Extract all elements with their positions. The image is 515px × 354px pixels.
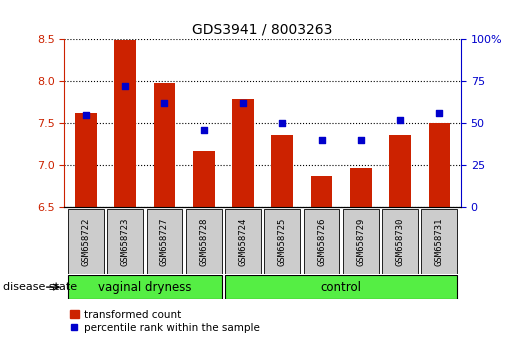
Text: disease state: disease state: [3, 282, 77, 292]
Point: [200, 127, 208, 133]
Bar: [225, 275, 457, 299]
Bar: [147, 209, 182, 274]
Bar: [264, 209, 300, 274]
Title: GDS3941 / 8003263: GDS3941 / 8003263: [193, 22, 333, 36]
Point: [82, 112, 90, 118]
Text: GSM658723: GSM658723: [121, 217, 130, 266]
Bar: [153, 84, 175, 207]
Bar: [225, 209, 261, 274]
Bar: [421, 209, 457, 274]
Legend: transformed count, percentile rank within the sample: transformed count, percentile rank withi…: [70, 310, 260, 333]
Bar: [186, 209, 221, 274]
Text: GSM658728: GSM658728: [199, 217, 208, 266]
Text: GSM658722: GSM658722: [81, 217, 91, 266]
Text: GSM658730: GSM658730: [396, 217, 405, 266]
Text: GSM658727: GSM658727: [160, 217, 169, 266]
Text: GSM658731: GSM658731: [435, 217, 444, 266]
Bar: [114, 40, 136, 207]
Text: GSM658729: GSM658729: [356, 217, 365, 266]
Point: [278, 120, 286, 126]
Point: [317, 137, 325, 143]
Text: GSM658726: GSM658726: [317, 217, 326, 266]
Bar: [350, 167, 372, 207]
Point: [357, 137, 365, 143]
Text: vaginal dryness: vaginal dryness: [98, 281, 192, 293]
Bar: [304, 209, 339, 274]
Point: [396, 117, 404, 122]
Bar: [271, 135, 293, 207]
Bar: [107, 209, 143, 274]
Text: GSM658725: GSM658725: [278, 217, 287, 266]
Bar: [389, 135, 411, 207]
Bar: [311, 176, 332, 207]
Bar: [68, 275, 221, 299]
Bar: [382, 209, 418, 274]
Bar: [428, 123, 450, 207]
Point: [160, 100, 168, 106]
Text: GSM658724: GSM658724: [238, 217, 248, 266]
Bar: [68, 209, 104, 274]
Bar: [193, 151, 215, 207]
Point: [121, 83, 129, 89]
Bar: [75, 113, 97, 207]
Point: [435, 110, 443, 116]
Point: [239, 100, 247, 106]
Bar: [343, 209, 379, 274]
Text: control: control: [321, 281, 362, 293]
Bar: [232, 99, 254, 207]
